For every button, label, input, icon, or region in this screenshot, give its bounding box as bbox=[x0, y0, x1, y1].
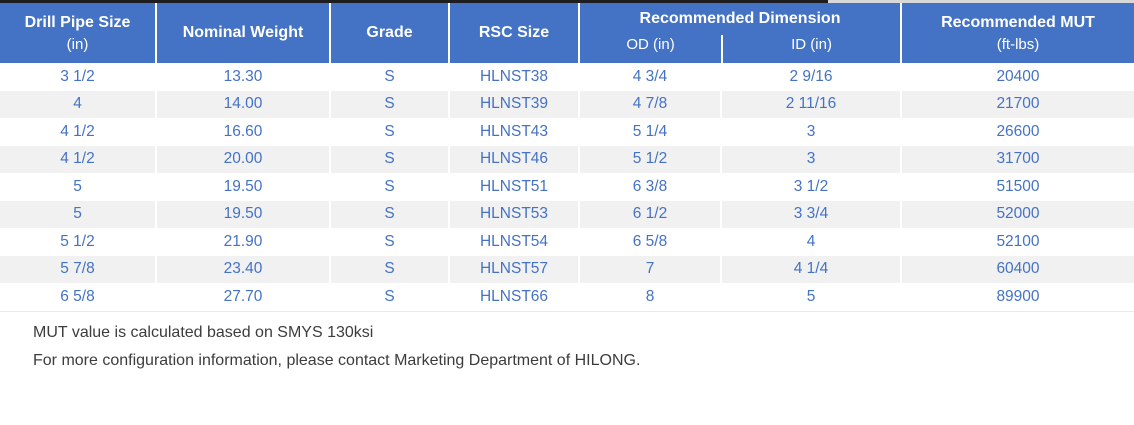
column-header-unit: (ft-lbs) bbox=[996, 36, 1040, 53]
top-rule-divider bbox=[0, 0, 1134, 3]
table-cell: 5 1/2 bbox=[578, 145, 720, 173]
table-row: 5 7/8 23.40 S HLNST57 7 4 1/4 60400 bbox=[0, 255, 1134, 283]
table-cell: 5 1/4 bbox=[578, 118, 720, 146]
table-cell: 60400 bbox=[900, 255, 1134, 283]
table-cell: 3 1/2 bbox=[60, 67, 95, 85]
drill-pipe-spec-table: Drill Pipe Size (in) Nominal Weight Grad… bbox=[0, 3, 1134, 312]
table-cell: 23.40 bbox=[155, 255, 329, 283]
table-header-row: Drill Pipe Size (in) Nominal Weight Grad… bbox=[0, 3, 1134, 63]
table-cell: 3 1/2 bbox=[720, 173, 900, 201]
note-mut-basis: MUT value is calculated based on SMYS 13… bbox=[33, 323, 374, 341]
table-cell: S bbox=[329, 145, 448, 173]
table-cell: HLNST39 bbox=[448, 90, 578, 118]
table-cell: 6 1/2 bbox=[578, 200, 720, 228]
footnotes: MUT value is calculated based on SMYS 13… bbox=[0, 312, 1134, 375]
table-cell: 3 bbox=[720, 118, 900, 146]
column-header-label: Drill Pipe Size bbox=[24, 14, 131, 31]
column-header-label: Grade bbox=[366, 24, 413, 41]
table-cell: 26600 bbox=[900, 118, 1134, 146]
table-cell: 19.50 bbox=[155, 173, 329, 201]
column-header-drill-pipe-size: Drill Pipe Size (in) bbox=[0, 3, 155, 63]
table-cell: 27.70 bbox=[155, 283, 329, 311]
table-cell: S bbox=[329, 63, 448, 91]
column-header-nominal-weight: Nominal Weight bbox=[155, 3, 329, 63]
table-cell: 16.60 bbox=[155, 118, 329, 146]
table-cell: S bbox=[329, 228, 448, 256]
table-cell: HLNST66 bbox=[448, 283, 578, 311]
table-cell: 8 bbox=[578, 283, 720, 311]
table-cell: HLNST43 bbox=[448, 118, 578, 146]
table-cell: 13.30 bbox=[155, 63, 329, 91]
table-cell: HLNST53 bbox=[448, 200, 578, 228]
table-cell: 2 11/16 bbox=[720, 90, 900, 118]
table-cell: 5 bbox=[73, 177, 82, 195]
table-cell: 7 bbox=[578, 255, 720, 283]
table-cell: 5 1/2 bbox=[60, 232, 95, 250]
table-cell: 21700 bbox=[900, 90, 1134, 118]
table-cell: 4 7/8 bbox=[578, 90, 720, 118]
table-cell: 21.90 bbox=[155, 228, 329, 256]
table-cell: 5 7/8 bbox=[60, 260, 95, 278]
column-header-unit: (in) bbox=[66, 36, 89, 53]
table-cell: S bbox=[329, 283, 448, 311]
table-cell: 4 1/2 bbox=[60, 122, 95, 140]
table-body: 3 1/2 13.30 S HLNST38 4 3/4 2 9/16 20400 4 14.00… bbox=[0, 63, 1134, 312]
table-row: 4 1/2 16.60 S HLNST43 5 1/4 3 26600 bbox=[0, 118, 1134, 146]
table-cell: 3 bbox=[720, 145, 900, 173]
table-cell: 52000 bbox=[900, 200, 1134, 228]
column-header-label: RSC Size bbox=[478, 24, 550, 41]
table-cell: 5 bbox=[73, 205, 82, 223]
column-header-label: Recommended MUT bbox=[941, 14, 1095, 31]
table-cell: 51500 bbox=[900, 173, 1134, 201]
column-header-grade: Grade bbox=[329, 3, 448, 63]
table-row: 4 14.00 S HLNST39 4 7/8 2 11/16 21700 bbox=[0, 90, 1134, 118]
table-cell: 14.00 bbox=[155, 90, 329, 118]
table-cell: S bbox=[329, 118, 448, 146]
column-header-recommended-mut: Recommended MUT (ft-lbs) bbox=[900, 3, 1134, 63]
sub-header-row: OD (in) ID (in) bbox=[580, 35, 900, 63]
table-cell: 20.00 bbox=[155, 145, 329, 173]
table-cell: S bbox=[329, 90, 448, 118]
table-cell: S bbox=[329, 255, 448, 283]
table-row: 5 19.50 S HLNST51 6 3/8 3 1/2 51500 bbox=[0, 173, 1134, 201]
table-cell: HLNST54 bbox=[448, 228, 578, 256]
note-contact-marketing: For more configuration information, plea… bbox=[33, 351, 641, 369]
table-cell: 19.50 bbox=[155, 200, 329, 228]
sub-column-header-id: ID (in) bbox=[721, 35, 900, 63]
column-header-label: Nominal Weight bbox=[182, 24, 304, 41]
table-cell: 3 3/4 bbox=[720, 200, 900, 228]
table-cell: 4 1/2 bbox=[60, 150, 95, 168]
table-row: 5 1/2 21.90 S HLNST54 6 5/8 4 52100 bbox=[0, 228, 1134, 256]
sub-column-header-od: OD (in) bbox=[626, 36, 675, 53]
table-cell: S bbox=[329, 173, 448, 201]
table-cell: 2 9/16 bbox=[720, 63, 900, 91]
table-row: 4 1/2 20.00 S HLNST46 5 1/2 3 31700 bbox=[0, 145, 1134, 173]
table-cell: 4 1/4 bbox=[720, 255, 900, 283]
table-cell: 31700 bbox=[900, 145, 1134, 173]
table-cell: 4 bbox=[720, 228, 900, 256]
table-cell: 6 5/8 bbox=[578, 228, 720, 256]
column-header-rsc-size: RSC Size bbox=[448, 3, 578, 63]
table-cell: HLNST57 bbox=[448, 255, 578, 283]
column-header-label: Recommended Dimension bbox=[639, 10, 841, 27]
table-cell: 6 3/8 bbox=[578, 173, 720, 201]
table-cell: 20400 bbox=[900, 63, 1134, 91]
table-cell: 4 3/4 bbox=[578, 63, 720, 91]
table-cell: 89900 bbox=[900, 283, 1134, 311]
table-cell: 4 bbox=[73, 95, 82, 113]
table-row: 6 5/8 27.70 S HLNST66 8 5 89900 bbox=[0, 283, 1134, 311]
table-row: 5 19.50 S HLNST53 6 1/2 3 3/4 52000 bbox=[0, 200, 1134, 228]
table-cell: HLNST46 bbox=[448, 145, 578, 173]
table-row: 3 1/2 13.30 S HLNST38 4 3/4 2 9/16 20400 bbox=[0, 63, 1134, 91]
table-cell: 5 bbox=[720, 283, 900, 311]
table-cell: 6 5/8 bbox=[60, 287, 95, 305]
column-header-group-recommended-dimension: Recommended Dimension OD (in) ID (in) bbox=[578, 3, 900, 63]
table-cell: HLNST38 bbox=[448, 63, 578, 91]
table-cell: HLNST51 bbox=[448, 173, 578, 201]
table-cell: S bbox=[329, 200, 448, 228]
table-cell: 52100 bbox=[900, 228, 1134, 256]
